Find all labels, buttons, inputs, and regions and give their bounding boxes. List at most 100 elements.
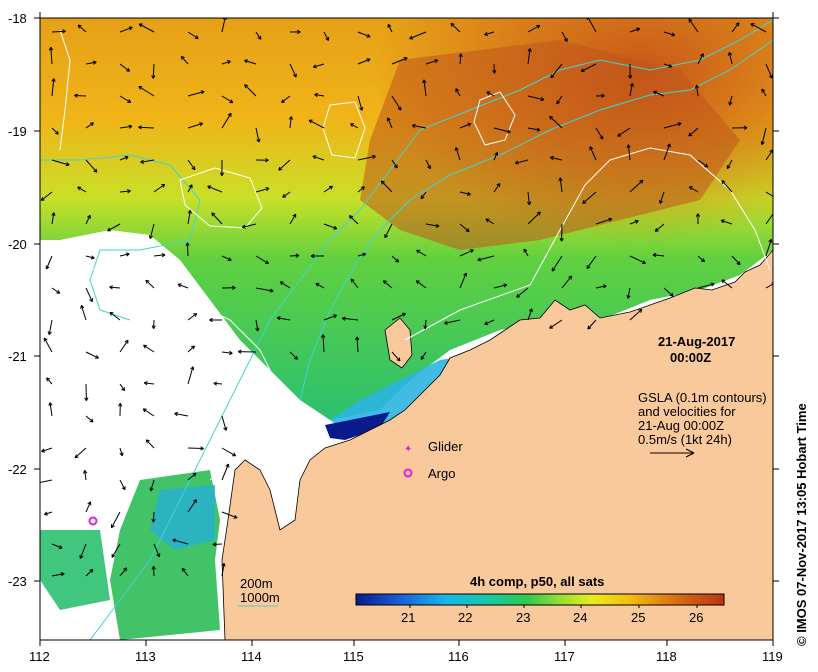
velocity-arrow [477, 255, 495, 261]
velocity-arrow [312, 155, 325, 161]
velocity-arrowhead [227, 112, 232, 116]
velocity-arrow [289, 351, 298, 360]
velocity-arrowhead [138, 126, 142, 130]
velocity-arrowhead [496, 183, 501, 186]
sst-field-south-blue [150, 485, 215, 550]
velocity-arrowhead [57, 289, 61, 294]
velocity-arrow [244, 59, 257, 65]
velocity-arrow [119, 63, 130, 72]
velocity-arrow [119, 190, 131, 193]
peninsula [384, 317, 413, 369]
velocity-arrow [357, 95, 363, 111]
x-tick-114: 114 [241, 649, 262, 664]
velocity-arrowhead [637, 28, 641, 32]
velocity-arrowhead [494, 152, 498, 156]
velocity-arrow [653, 91, 665, 97]
velocity-arrowhead [779, 198, 781, 201]
velocity-arrowhead [721, 279, 724, 284]
velocity-arrow [41, 447, 53, 452]
sst-field-cool-shelf [330, 355, 470, 435]
velocity-arrow [696, 85, 699, 97]
x-tick-116: 116 [448, 649, 469, 664]
velocity-arrow [654, 223, 665, 232]
velocity-arrowhead [416, 249, 419, 254]
velocity-arrowhead [695, 213, 699, 217]
velocity-arrowhead [143, 344, 146, 349]
velocity-arrowhead [91, 255, 95, 259]
velocity-arrowhead [152, 518, 156, 523]
velocity-arrow [143, 344, 155, 353]
velocity-arrow [549, 115, 563, 129]
velocity-arrowhead [372, 154, 376, 157]
velocity-arrow [111, 511, 121, 528]
velocity-arrowhead [188, 184, 193, 188]
velocity-arrow [493, 127, 511, 133]
velocity-arrow [77, 24, 87, 33]
velocity-arrow [387, 117, 393, 129]
velocity-arrowhead [750, 23, 754, 27]
velocity-arrow [627, 144, 631, 161]
velocity-arrowhead [559, 177, 563, 181]
velocity-arrow [527, 127, 541, 131]
velocity-arrowhead [229, 350, 233, 354]
contour-1000m [89, 19, 773, 640]
velocity-arrow [420, 351, 427, 360]
velocity-arrowhead [230, 99, 234, 103]
velocity-arrow [350, 278, 359, 289]
velocity-arrowhead [281, 101, 286, 103]
velocity-arrow [50, 47, 53, 65]
velocity-arrowhead [493, 69, 497, 74]
velocity-arrowhead [74, 95, 78, 98]
velocity-arrowhead [653, 91, 656, 95]
velocity-arrowhead [207, 185, 211, 190]
velocity-arrowhead [484, 34, 489, 36]
velocity-arrowhead [191, 167, 196, 171]
velocity-arrowhead [127, 189, 131, 192]
velocity-arrow [255, 319, 259, 332]
velocity-arrow [177, 283, 189, 289]
velocity-arrowhead [450, 22, 455, 25]
velocity-arrow [187, 184, 193, 193]
velocity-arrow [515, 159, 529, 164]
velocity-arrow [561, 275, 572, 289]
velocity-arrow [51, 287, 61, 294]
velocity-arrow [187, 31, 199, 39]
velocity-arrow [77, 186, 87, 193]
velocity-arrow [416, 280, 427, 289]
velocity-arrowhead [47, 331, 50, 335]
glider-label: Glider [428, 439, 463, 454]
velocity-arrowhead [652, 254, 657, 258]
velocity-arrow [527, 95, 545, 101]
velocity-arrow [761, 127, 767, 145]
velocity-arrow [459, 223, 470, 232]
velocity-arrow [550, 63, 563, 79]
velocity-arrow [493, 152, 498, 161]
velocity-arrow [663, 31, 675, 36]
velocity-arrow [51, 127, 59, 135]
velocity-arrowhead [688, 186, 692, 191]
velocity-arrowhead [540, 97, 545, 101]
velocity-arrow [720, 219, 733, 225]
velocity-arrow [153, 543, 160, 558]
velocity-arrowhead [384, 235, 389, 239]
velocity-arrow [145, 279, 155, 289]
velocity-arrowhead [677, 122, 682, 124]
velocity-arrow [689, 186, 699, 193]
velocity-arrowhead [382, 280, 386, 285]
velocity-arrowhead [187, 209, 191, 214]
velocity-arrow [187, 447, 204, 449]
velocity-arrowhead [549, 116, 552, 120]
velocity-arrowhead [420, 196, 425, 200]
velocity-arrow [107, 223, 121, 232]
velocity-arrowhead [292, 213, 296, 217]
velocity-arrowhead [626, 144, 629, 149]
velocity-arrow [323, 185, 333, 193]
velocity-arrow [425, 223, 440, 227]
velocity-arrowhead [190, 345, 195, 348]
velocity-arrowhead [174, 413, 178, 417]
velocity-arrow [281, 95, 291, 103]
velocity-arrowhead [561, 237, 564, 242]
velocity-arrow [357, 253, 366, 257]
velocity-arrowhead [258, 138, 261, 143]
velocity-arrow [455, 88, 461, 97]
